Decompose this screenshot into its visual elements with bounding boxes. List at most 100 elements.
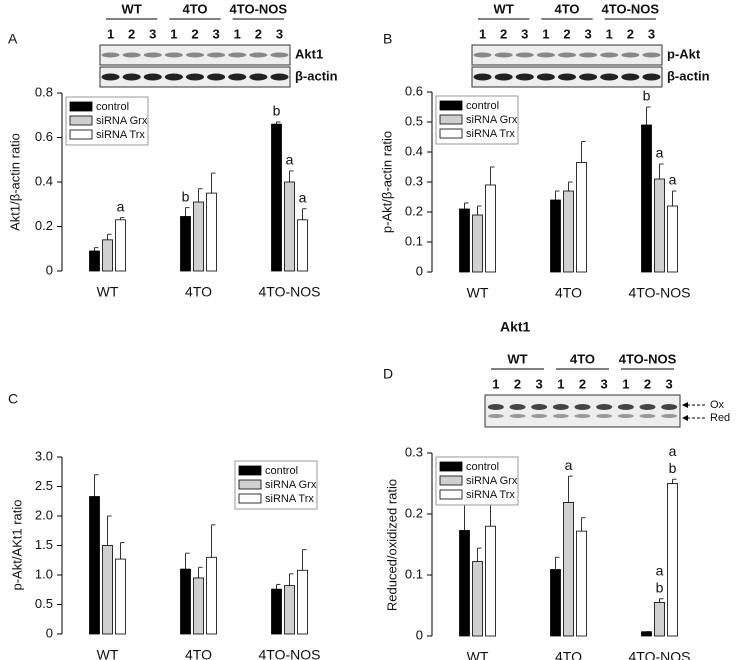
legend-label: siRNA Grx (96, 115, 148, 127)
blot-band (186, 73, 204, 81)
blot-band (600, 52, 619, 58)
x-tick-label: 4TO-NOS (259, 647, 321, 660)
y-axis-label: Reduced/oxidized ratio (384, 479, 399, 611)
blot-band (574, 404, 591, 410)
lane-label: 2 (500, 26, 507, 41)
y-axis-label: Akt1/β-actin ratio (7, 133, 22, 231)
legend-swatch (439, 100, 463, 111)
blot-band (487, 414, 504, 418)
bar (485, 525, 496, 637)
bar (654, 178, 665, 273)
blot-band (473, 52, 492, 58)
legend-label: siRNA Trx (466, 128, 515, 140)
y-tick-label: 0 (46, 625, 53, 640)
blot-band (270, 73, 289, 81)
blot-band (228, 52, 247, 58)
y-tick-label: 1.5 (35, 537, 53, 552)
blot-band (621, 73, 640, 81)
significance-letter: a (286, 152, 294, 168)
bar (193, 577, 204, 635)
bar (654, 602, 665, 637)
blot-group-label: 4TO (570, 351, 595, 366)
blot-band (558, 73, 576, 81)
lane-label: 1 (107, 26, 114, 41)
legend-label: control (466, 461, 499, 473)
significance-letter: a (656, 145, 664, 161)
blot-group-label: 4TO (182, 1, 207, 16)
blot-band (661, 414, 678, 418)
arrow-head (682, 402, 688, 408)
x-tick-label: 4TO (185, 284, 212, 300)
blot-band (552, 414, 569, 418)
legend-swatch (439, 461, 463, 472)
lane-label: 2 (191, 26, 198, 41)
blot-band (270, 52, 289, 58)
significance-letter: b (182, 188, 190, 204)
lane-label: 1 (606, 26, 613, 41)
blot-band (101, 73, 120, 81)
arrow-head (682, 415, 688, 421)
lane-label: 2 (644, 376, 651, 391)
panel-letter: C (8, 391, 18, 407)
bar (102, 545, 113, 635)
significance-letter: b (656, 579, 664, 595)
legend-label: siRNA Grx (466, 475, 518, 487)
legend-swatch (238, 493, 262, 504)
lane-label: 1 (492, 376, 499, 391)
lane-label: 1 (170, 26, 177, 41)
blot-band (473, 73, 492, 81)
significance-letter: a (565, 457, 573, 473)
blot-band (509, 414, 526, 418)
blot-group-label: WT (122, 1, 142, 16)
y-tick-label: 2.5 (35, 478, 53, 493)
blot-band (531, 404, 548, 410)
x-tick-label: 4TO-NOS (259, 284, 321, 300)
blot-band (579, 52, 598, 58)
lane-label: 2 (627, 26, 634, 41)
lane-label: 3 (584, 26, 591, 41)
y-tick-label: 0 (46, 262, 53, 277)
y-tick-label: 0.6 (405, 83, 423, 98)
blot-band (621, 52, 640, 58)
blot-strip (484, 394, 681, 428)
blot-band (515, 52, 534, 58)
legend-swatch (69, 115, 93, 126)
legend-swatch (69, 129, 93, 140)
blot-band (574, 414, 591, 418)
legend-swatch (238, 465, 262, 476)
lane-label: 2 (514, 376, 521, 391)
blot-band (617, 414, 634, 418)
y-tick-label: 0.4 (35, 173, 53, 188)
bar (459, 208, 470, 273)
x-tick-label: WT (97, 647, 119, 660)
bar (180, 568, 191, 635)
lane-label: 1 (557, 376, 564, 391)
bar (284, 585, 295, 635)
significance-letter: b (273, 103, 281, 119)
blot-group-label: WT (507, 351, 527, 366)
lane-label: 3 (521, 26, 528, 41)
lane-label: 2 (255, 26, 262, 41)
blot-band (579, 73, 598, 81)
bar (271, 588, 282, 635)
y-tick-label: 2.0 (35, 507, 53, 522)
blot-band (600, 73, 619, 81)
bar (271, 123, 282, 272)
blot-band (661, 404, 678, 410)
y-tick-label: 0.6 (35, 129, 53, 144)
bar (641, 631, 652, 637)
blot-band (509, 404, 526, 410)
blot-band (596, 414, 613, 418)
blot-band (558, 52, 576, 58)
blot-band (249, 73, 268, 81)
lane-label: 3 (212, 26, 219, 41)
blot-band (143, 52, 162, 58)
blot-band (207, 73, 226, 81)
x-tick-label: WT (467, 649, 489, 660)
significance-letter: b (643, 88, 651, 104)
bar (115, 219, 126, 272)
blot-group-label: 4TO-NOS (602, 1, 660, 16)
bar (297, 219, 308, 272)
legend-label: control (265, 465, 298, 477)
